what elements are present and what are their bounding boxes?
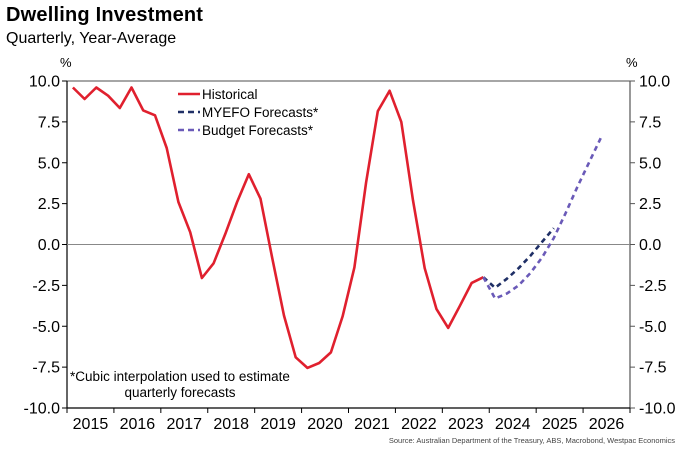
series-line-historical bbox=[71, 86, 484, 370]
x-tick-label: 2020 bbox=[307, 416, 343, 433]
y-axis-unit-left: % bbox=[60, 55, 72, 70]
y-tick-label-right: 5.0 bbox=[639, 155, 661, 172]
x-tick-label: 2025 bbox=[542, 416, 578, 433]
y-tick-label-right: -7.5 bbox=[639, 360, 667, 377]
y-tick-label-right: 0.0 bbox=[639, 237, 661, 254]
y-tick-label-right: 7.5 bbox=[639, 114, 661, 131]
y-axis-unit-right: % bbox=[626, 55, 638, 70]
series-line-myefo-forecasts bbox=[482, 227, 555, 290]
x-tick-label: 2017 bbox=[166, 416, 202, 433]
y-tick-label-left: 7.5 bbox=[38, 114, 60, 131]
legend: Historical MYEFO Forecasts* Budget Forecas… bbox=[178, 87, 319, 138]
x-tick-label: 2022 bbox=[401, 416, 437, 433]
y-tick-label-right: 10.0 bbox=[639, 74, 670, 91]
y-tick-label-left: 10.0 bbox=[29, 74, 60, 91]
y-tick-label-right: -5.0 bbox=[639, 319, 667, 336]
axes: 10.0 10.0 7.5 7.5 5.0 5.0 2.5 2.5 0.0 0.0 -2.5 -2.5… bbox=[24, 74, 676, 434]
y-tick-label-left: -7.5 bbox=[32, 360, 60, 377]
legend-label: Historical bbox=[202, 87, 258, 102]
y-tick-label-right: -10.0 bbox=[639, 401, 676, 418]
y-tick-label-left: -10.0 bbox=[24, 401, 61, 418]
annotation-text: quarterly forecasts bbox=[124, 385, 235, 400]
y-tick-label-right: 2.5 bbox=[639, 196, 661, 213]
series-line-budget-forecasts bbox=[482, 137, 602, 300]
y-tick-label-right: -2.5 bbox=[639, 278, 667, 295]
x-tick-label: 2016 bbox=[120, 416, 156, 433]
annotation: *Cubic interpolation used to estimatequa… bbox=[70, 369, 290, 400]
x-tick-label: 2021 bbox=[354, 416, 390, 433]
x-tick-label: 2023 bbox=[448, 416, 484, 433]
y-tick-label-left: -2.5 bbox=[32, 278, 60, 295]
x-tick-label: 2018 bbox=[213, 416, 249, 433]
x-tick-label: 2024 bbox=[495, 416, 531, 433]
series-group bbox=[71, 86, 602, 370]
legend-label: Budget Forecasts* bbox=[202, 123, 314, 138]
y-tick-label-left: -5.0 bbox=[32, 319, 60, 336]
y-tick-label-left: 2.5 bbox=[38, 196, 60, 213]
x-tick-label: 2015 bbox=[73, 416, 109, 433]
source-note: Source: Australian Department of the Tre… bbox=[388, 436, 675, 445]
x-tick-label: 2026 bbox=[589, 416, 625, 433]
chart-subtitle: Quarterly, Year-Average bbox=[6, 30, 177, 47]
x-tick-label: 2019 bbox=[260, 416, 296, 433]
y-tick-label-left: 0.0 bbox=[38, 237, 60, 254]
annotation-text: *Cubic interpolation used to estimate bbox=[70, 369, 290, 384]
y-tick-label-left: 5.0 bbox=[38, 155, 60, 172]
chart-title: Dwelling Investment bbox=[6, 4, 204, 26]
legend-label: MYEFO Forecasts* bbox=[202, 105, 319, 120]
